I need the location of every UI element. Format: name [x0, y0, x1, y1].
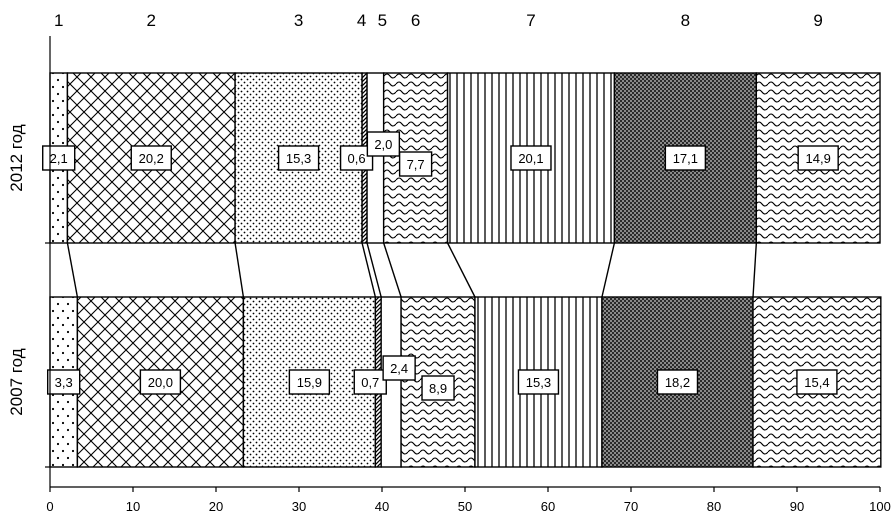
data-label: 0,6 — [348, 151, 366, 166]
category-label: 2012 год — [7, 124, 26, 191]
value-label-box — [130, 145, 172, 171]
data-label: 15,9 — [297, 375, 322, 390]
value-label-box — [421, 375, 455, 401]
value-label-box — [288, 369, 331, 395]
value-label-box — [517, 369, 560, 395]
data-label: 15,3 — [286, 151, 311, 166]
value-label-box — [797, 145, 839, 171]
data-label: 20,0 — [148, 375, 173, 390]
value-label-box — [656, 369, 699, 395]
data-label: 17,1 — [673, 151, 698, 166]
axes: 0 10 20 30 40 50 60 70 80 90 100 2012 год 2007 год — [7, 36, 891, 514]
data-label: 2,0 — [374, 137, 392, 152]
segment-connector — [66, 242, 79, 298]
segment-connector — [601, 242, 616, 298]
category-label: 2007 год — [7, 348, 26, 415]
value-label-box — [664, 145, 707, 171]
data-label: 7,7 — [407, 157, 425, 172]
x-tick-label: 80 — [707, 499, 721, 514]
x-tick-label: 30 — [292, 499, 306, 514]
x-tick-label: 60 — [541, 499, 555, 514]
data-label: 3,3 — [55, 375, 73, 390]
segment-number: 7 — [526, 11, 535, 30]
value-labels: 2,1 20,2 15,3 0,6 2,0 7,7 20,1 17,1 14,9 3,3 20,0 1… — [42, 131, 839, 401]
data-label: 18,2 — [665, 375, 690, 390]
segment-connector — [366, 242, 382, 298]
data-label: 2,1 — [50, 151, 68, 166]
data-label: 15,3 — [526, 375, 551, 390]
value-label-box — [398, 151, 433, 177]
value-label-box — [353, 369, 387, 395]
value-label-box — [42, 145, 76, 171]
value-label-box — [796, 369, 838, 395]
segment-connector — [446, 242, 476, 298]
value-label-box — [366, 131, 401, 157]
segment-number: 3 — [294, 11, 303, 30]
data-label: 0,7 — [361, 375, 379, 390]
value-label-box — [510, 145, 552, 171]
segment-number: 1 — [54, 11, 63, 30]
x-tick-label: 10 — [126, 499, 140, 514]
segment-connector — [361, 242, 377, 298]
segment-number: 8 — [681, 11, 690, 30]
data-label: 20,1 — [518, 151, 543, 166]
data-label: 2,4 — [390, 361, 408, 376]
segment-number: 2 — [147, 11, 156, 30]
x-tick-label: 20 — [209, 499, 223, 514]
segment-connector — [234, 242, 245, 298]
data-label: 14,9 — [806, 151, 831, 166]
x-tick-label: 70 — [624, 499, 638, 514]
segment-number: 9 — [813, 11, 822, 30]
x-tick-label: 40 — [375, 499, 389, 514]
value-label-box — [382, 355, 416, 381]
value-label-box — [277, 145, 320, 171]
segment-number: 5 — [378, 11, 387, 30]
segment-connector — [752, 242, 758, 298]
segment-number: 6 — [411, 11, 420, 30]
data-label: 15,4 — [804, 375, 829, 390]
x-tick-label: 50 — [458, 499, 472, 514]
data-label: 8,9 — [429, 381, 447, 396]
x-tick-label: 100 — [869, 499, 891, 514]
segment-connector — [382, 242, 402, 298]
x-tick-label: 90 — [790, 499, 804, 514]
segment-number: 4 — [357, 11, 366, 30]
stacked-bars — [49, 72, 882, 468]
value-label-box — [46, 369, 81, 395]
value-label-box — [139, 369, 182, 395]
segment-connectors — [66, 242, 758, 298]
x-tick-label: 0 — [46, 499, 53, 514]
data-label: 20,2 — [139, 151, 164, 166]
